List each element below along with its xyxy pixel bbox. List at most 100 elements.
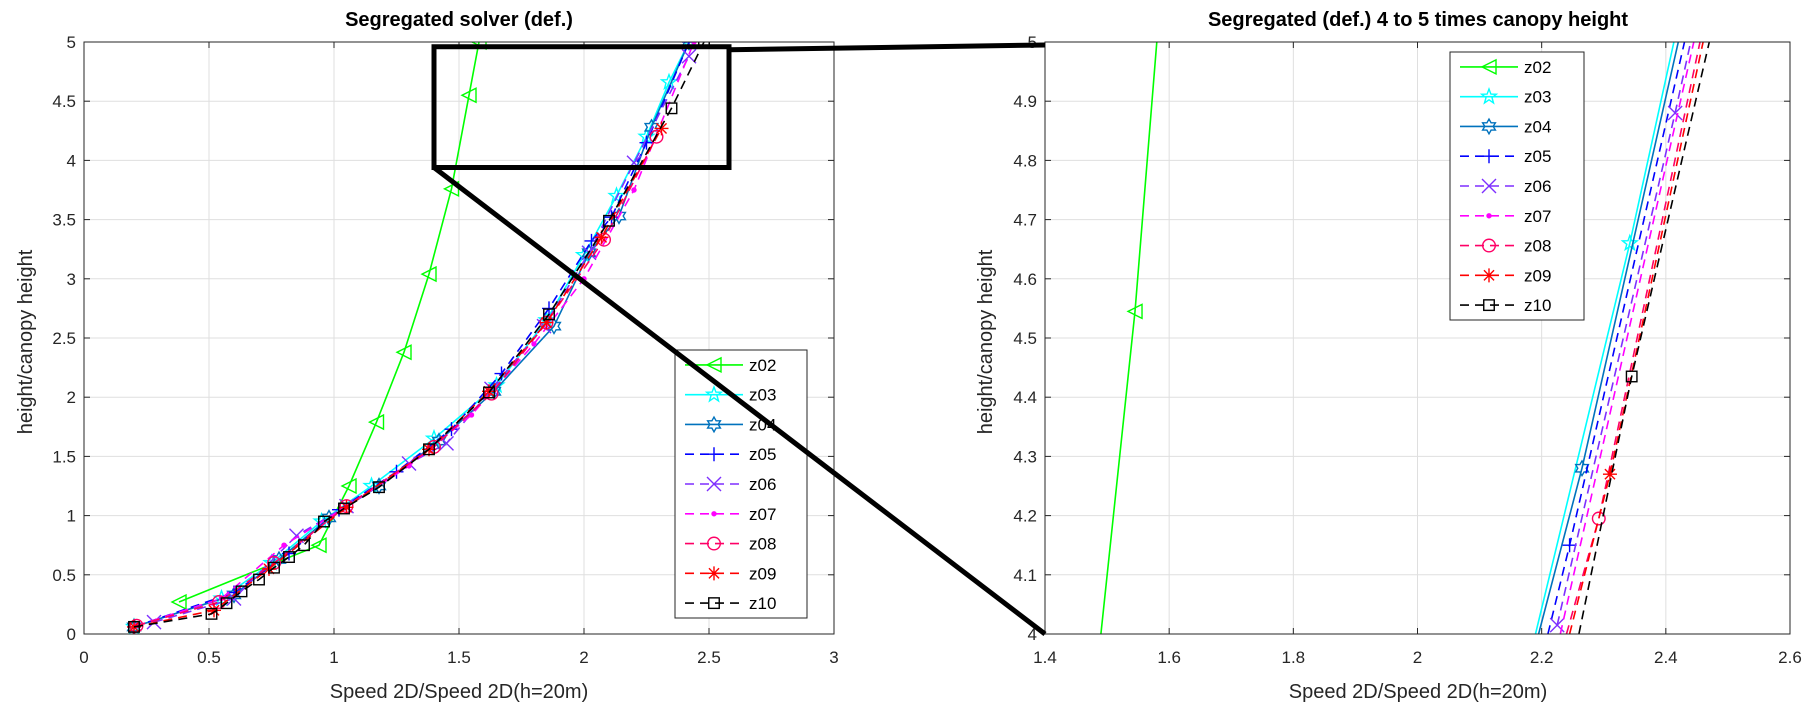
legend-label-z05: z05 [749,445,776,464]
data-point-z08 [649,129,664,144]
legend-label-z06: z06 [1524,177,1551,196]
legend-marker-z10 [1483,299,1495,312]
data-point-z09 [339,500,354,515]
legend-marker-z05 [1482,149,1496,164]
right-y-tick-label: 4.3 [1013,447,1037,466]
right-x-tick-label: 2.4 [1654,648,1678,667]
legend-marker-z08 [1481,238,1496,253]
data-point-z10 [338,502,350,515]
data-point-z04 [126,618,142,634]
data-point-z03 [1620,233,1640,252]
data-point-z04 [681,42,697,51]
left-axes: Segregated solver (def.) Speed 2D/Speed … [15,9,839,703]
left-x-tick-label: 0.5 [197,648,221,667]
zoom-connector [431,42,1047,636]
legend-marker-z10 [708,597,720,610]
data-point-z04 [643,118,660,137]
right-y-tick-label: 4.7 [1013,211,1037,230]
right-axes: Segregated (def.) 4 to 5 times canopy he… [975,9,1802,703]
legend-marker-z05 [707,447,721,462]
data-point-z10 [1625,370,1638,383]
legend-label-z04: z04 [749,415,776,434]
right-x-tick-label: 1.6 [1157,648,1181,667]
data-point-z10 [603,214,615,227]
left-legend-box [674,349,808,619]
data-point-z10 [253,573,265,586]
left-x-tick-label: 1.5 [447,648,471,667]
right-series-group [1100,42,1711,634]
data-point-z10 [665,102,678,115]
legend-label-z05: z05 [1524,147,1551,166]
right-y-tick-label: 4.1 [1013,566,1037,585]
data-point-z10 [423,443,435,456]
left-y-tick-label: 5 [67,33,76,52]
data-point-z04 [581,243,597,262]
zoom-rectangle [431,44,732,171]
data-point-z02 [395,344,412,361]
data-point-z09 [207,603,221,618]
legend-label-z08: z08 [749,535,776,554]
series-line-z04 [1537,42,1680,634]
data-point-z09 [539,315,554,330]
data-point-z02 [460,87,477,104]
legend-marker-z03 [704,384,724,403]
legend-marker-z09 [1482,268,1496,283]
right-y-tick-label: 4.5 [1013,329,1037,348]
series-line-z07 [1559,42,1695,634]
legend-label-z04: z04 [1524,117,1551,136]
legend-label-z03: z03 [1524,88,1551,107]
data-point-z05 [444,422,459,437]
right-y-tick-label: 4.2 [1013,507,1037,526]
data-point-z07 [531,341,537,347]
legend-label-z07: z07 [1524,207,1551,226]
data-point-z10 [373,481,385,494]
series-line-z10 [1578,42,1711,634]
series-line-z02 [1100,42,1158,634]
legend-marker-z02 [1480,58,1497,76]
data-point-z09 [654,121,669,136]
right-y-tick-label: 4.9 [1013,92,1037,111]
right-legend-box [1449,51,1585,321]
data-point-z10 [205,607,218,620]
data-point-z02 [170,593,187,611]
data-point-z10 [128,620,140,633]
left-x-axis-label: Speed 2D/Speed 2D(h=20m) [330,681,589,703]
right-x-tick-label: 2.2 [1530,648,1554,667]
legend-label-z09: z09 [1524,266,1551,285]
legend-label-z09: z09 [749,564,776,583]
data-point-z02 [420,265,437,283]
left-legend: z02 z03 z04 z05 z06 z07 z08 z09 z10 [674,349,808,619]
data-point-z02 [1126,303,1143,320]
zoom-connector-top [728,42,1046,53]
data-point-z04 [611,207,627,225]
series-line-z03 [1534,42,1675,634]
data-point-z07 [468,412,475,418]
right-y-tick-label: 4.6 [1013,270,1037,289]
right-legend: z02 z03 z04 z05 z06 z07 z08 z09 z10 [1449,51,1585,321]
data-point-z02 [340,477,357,495]
data-point-z10 [543,308,555,321]
data-point-z06 [1667,105,1683,121]
data-point-z02 [310,537,327,554]
left-x-tick-label: 3 [829,648,838,667]
legend-label-z02: z02 [1524,58,1551,77]
legend-marker-z06 [1481,178,1497,194]
legend-marker-z04 [706,415,722,434]
data-point-z07 [631,187,637,193]
left-y-axis-label: height/canopy height [15,249,37,434]
data-point-z04 [1574,459,1590,478]
data-point-z10 [483,386,495,399]
left-y-tick-label: 2 [67,388,76,407]
left-y-tick-label: 4.5 [52,92,76,111]
data-point-z10 [298,539,310,552]
right-x-tick-label: 1.8 [1282,648,1306,667]
left-y-tick-label: 1 [67,507,76,526]
legend-marker-z07 [1486,213,1492,219]
right-y-tick-label: 4 [1028,625,1037,644]
legend-marker-z03 [1479,86,1499,105]
legend-label-z07: z07 [749,505,776,524]
data-point-z06 [681,48,697,64]
data-point-z10 [220,597,233,610]
data-point-z04 [371,477,387,495]
